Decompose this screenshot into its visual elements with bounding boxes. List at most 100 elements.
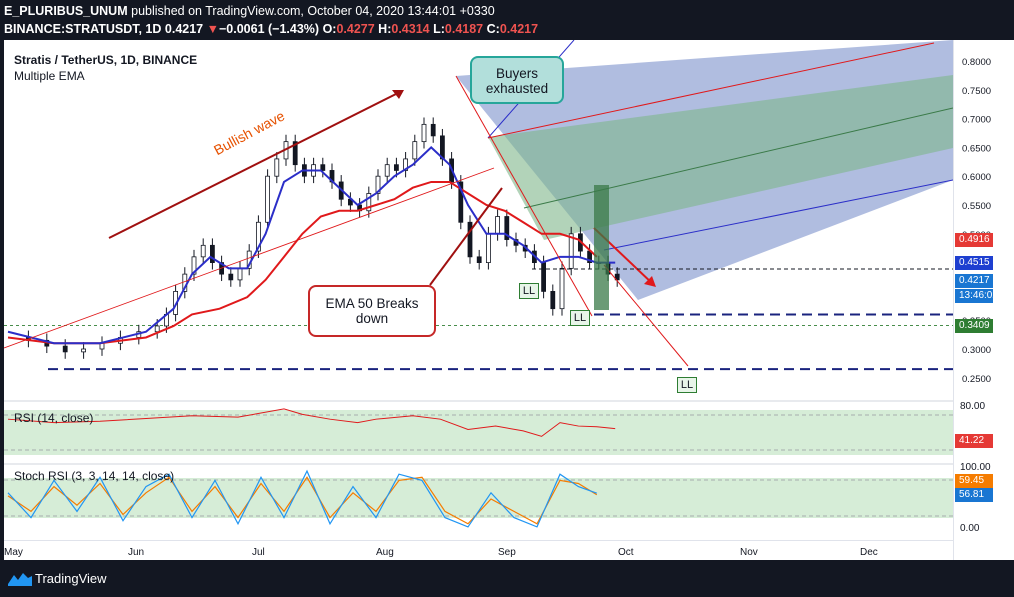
rsi-axis-80: 80.00	[960, 401, 986, 412]
volume-box	[594, 185, 609, 310]
price-tick-label: 0.2500	[962, 374, 991, 385]
candles	[25, 117, 620, 359]
stoch-k-tag: 59.45	[955, 474, 993, 488]
last-price: 0.4217	[164, 22, 204, 36]
price-tick-label: 0.7000	[962, 115, 991, 126]
candle-body	[403, 158, 409, 171]
countdown-tag: 13:46:02	[955, 289, 998, 303]
candle-body	[209, 244, 215, 264]
ll-badge-3: LL	[677, 377, 697, 393]
price-tick-label: 0.6500	[962, 143, 991, 154]
ema-red-tag: 0.4916	[955, 233, 993, 247]
drop-trend-line	[455, 75, 593, 317]
stoch-d-tag: 56.81	[955, 488, 993, 502]
ema-lines	[7, 146, 616, 345]
stoch-axis-100: 100.00	[960, 462, 991, 473]
down-arrow-icon: ▼	[206, 22, 219, 36]
ema-long-line	[7, 180, 598, 345]
price-tick-label: 0.6000	[962, 172, 991, 183]
candle-body	[467, 221, 473, 258]
rsi-band	[4, 410, 953, 455]
rsi-lines	[7, 408, 616, 437]
rsi-line	[7, 408, 616, 437]
publish-info: published on TradingView.com, October 04…	[127, 4, 495, 18]
time-tick-label: Oct	[618, 547, 634, 558]
footer: TradingView	[0, 563, 1014, 597]
ema-break-text: EMA 50 Breaks down	[325, 296, 419, 326]
close-value: 0.4217	[499, 22, 539, 36]
low-value: 0.4187	[444, 22, 484, 36]
candle-body	[375, 175, 381, 194]
candle-body	[430, 123, 436, 137]
candle-body	[504, 216, 510, 240]
candle-body	[237, 267, 243, 281]
open-key: O:	[322, 22, 337, 36]
time-axis[interactable]: May Jun Jul Aug Sep Oct Nov Dec	[4, 540, 953, 560]
publish-line: E_PLURIBUS_UNUM published on TradingView…	[4, 4, 495, 18]
rsi-value-tag: 41.22	[955, 434, 993, 448]
break-arrow-head	[644, 276, 656, 287]
candle-body	[384, 164, 390, 177]
candle-body	[81, 348, 86, 353]
author-name[interactable]: E_PLURIBUS_UNUM	[4, 4, 128, 18]
candle-body	[559, 267, 565, 310]
high-value: 0.4314	[391, 22, 430, 36]
candle-body	[541, 262, 546, 292]
stoch-legend: Stoch RSI (3, 3, 14, 14, close)	[14, 469, 175, 483]
tradingview-brand[interactable]: TradingView	[35, 571, 107, 586]
bullish-wave-arrow-head	[392, 90, 404, 99]
time-tick-label: Nov	[740, 547, 758, 558]
support-tag: 0.3409	[955, 319, 993, 333]
time-tick-label: Jun	[128, 547, 144, 558]
candle-body	[614, 273, 620, 281]
time-tick-label: May	[4, 547, 23, 558]
candle-body	[200, 244, 206, 258]
price-tick-label: 0.3000	[962, 345, 991, 356]
candle-body	[393, 164, 399, 171]
pitchfork-lower-line	[603, 179, 954, 251]
candle-body	[320, 164, 326, 171]
last-price-tag: 0.4217	[955, 274, 993, 288]
support-lines	[4, 313, 953, 371]
price-change: −0.0061 (−1.43%)	[219, 22, 320, 36]
target-arrow	[603, 264, 689, 367]
high-key: H:	[378, 22, 392, 36]
bullish-wave-arrow	[108, 90, 403, 239]
candle-body	[191, 256, 197, 275]
buyers-exhausted-callout: Buyers exhausted	[470, 56, 564, 104]
price-tick-label: 0.7500	[962, 86, 991, 97]
candle-body	[458, 181, 464, 223]
stoch-lines	[7, 469, 598, 528]
symbol-label: BINANCE:STRATUSDT, 1D	[4, 22, 162, 36]
time-tick-label: Jul	[252, 547, 265, 558]
price-tick-label: 0.5500	[962, 201, 991, 212]
candle-body	[292, 141, 298, 166]
legend-indicator: Multiple EMA	[14, 69, 85, 83]
stoch-k-line	[7, 469, 598, 528]
candle-body	[265, 175, 271, 223]
ema-short-line	[7, 146, 616, 345]
rsi-legend: RSI (14, close)	[14, 411, 94, 425]
rising-trend-line	[3, 167, 495, 349]
candle-body	[412, 141, 418, 160]
stoch-axis-0: 0.00	[960, 523, 980, 534]
price-tick-label: 0.8000	[962, 57, 991, 68]
tradingview-logo-icon[interactable]	[8, 572, 32, 586]
stoch-d-line	[7, 476, 598, 525]
ll-badge-2: LL	[570, 310, 590, 326]
chart-area[interactable]: Stratis / TetherUS, 1D, BINANCE Multiple…	[3, 39, 954, 560]
close-key: C:	[486, 22, 500, 36]
candle-body	[421, 123, 427, 143]
ema-break-callout: EMA 50 Breaks down	[308, 285, 436, 337]
callout-pointer	[429, 187, 503, 286]
time-tick-label: Aug	[376, 547, 394, 558]
pitchfork-median-line	[487, 42, 935, 139]
chart-canvas[interactable]	[3, 39, 954, 560]
candle-body	[62, 345, 68, 353]
candle-body	[495, 216, 501, 235]
candle-body	[366, 193, 372, 212]
candle-body	[550, 290, 556, 310]
low-key: L:	[433, 22, 445, 36]
ohlc-line: BINANCE:STRATUSDT, 1D 0.4217 ▼−0.0061 (−…	[4, 22, 538, 36]
